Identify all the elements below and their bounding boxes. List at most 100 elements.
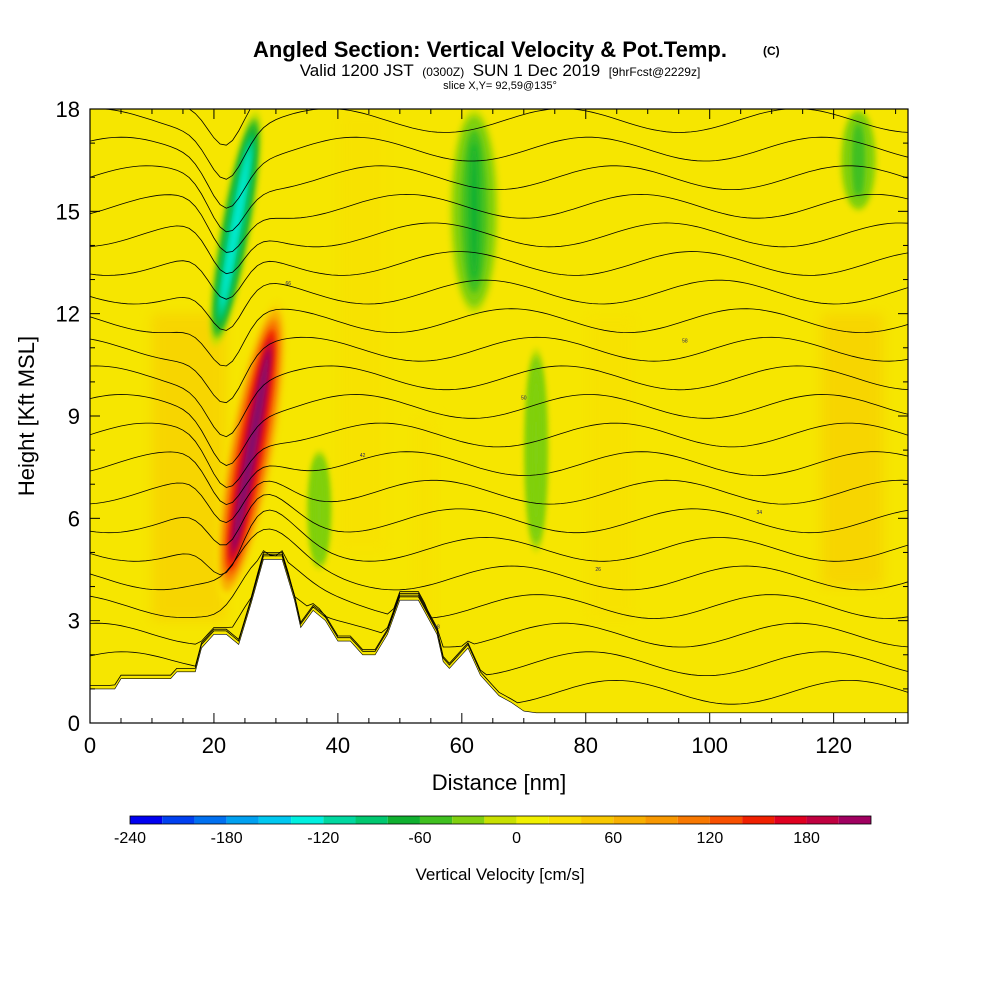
- colorbar-swatch: [516, 816, 549, 824]
- forecast-info: [9hrFcst@2229z]: [609, 65, 701, 79]
- y-tick-label: 0: [68, 711, 80, 736]
- downdraft-core-3: [306, 450, 332, 570]
- contour-label: 26: [595, 567, 601, 573]
- colorbar-swatch: [194, 816, 227, 824]
- isentrope-line: [90, 193, 908, 253]
- colorbar-swatch: [677, 816, 710, 824]
- colorbar-swatch: [130, 816, 163, 824]
- colorbar-swatch: [838, 816, 871, 824]
- colorbar-frame: [129, 815, 872, 825]
- colorbar-swatch: [258, 816, 292, 824]
- colorbar-swatch: [162, 816, 195, 824]
- x-axis: 0 20 40 60 80 100 120: [84, 109, 897, 758]
- colorbar-label: -180: [211, 830, 243, 847]
- colorbar-label: -240: [114, 830, 146, 847]
- colorbar-swatch: [452, 816, 485, 824]
- y-tick-label: 18: [56, 97, 80, 122]
- contour-label: 66: [286, 281, 292, 287]
- isentrope-line: [90, 528, 908, 591]
- terrain: [90, 558, 908, 723]
- chart-slice-info: slice X,Y= 92,59@135°: [443, 80, 557, 92]
- colorbar-swatch: [613, 816, 646, 824]
- contour-label: 18: [434, 624, 440, 630]
- colorbar: -240 -180 -120 -60 0 60 120 180: [114, 815, 872, 847]
- isentrope-line: [188, 109, 251, 146]
- colorbar-title: Vertical Velocity [cm/s]: [415, 865, 584, 884]
- colorbar-swatch: [581, 816, 614, 824]
- valid-utc: (0300Z): [422, 65, 464, 79]
- x-tick-label: 60: [450, 733, 474, 758]
- plot-area: 1018263442505866: [90, 109, 908, 723]
- colorbar-swatch: [709, 816, 743, 824]
- x-tick-label: 0: [84, 733, 96, 758]
- colorbar-swatch: [806, 816, 839, 824]
- downdraft-core-4: [523, 347, 549, 553]
- colorbar-swatch: [645, 816, 678, 824]
- contour-label: 58: [682, 338, 688, 344]
- colorbar-swatch: [419, 816, 453, 824]
- isentrope-line: [90, 451, 908, 506]
- colorbar-swatch: [774, 816, 807, 824]
- isentrope-line: [90, 422, 908, 488]
- y-axis-label: Height [Kft MSL]: [14, 336, 39, 496]
- chart-subtitle-valid: Valid 1200 JST (0300Z) SUN 1 Dec 2019 [9…: [300, 61, 701, 80]
- colorbar-label: 0: [512, 830, 521, 847]
- isentrope-line: [90, 136, 908, 209]
- y-tick-label: 12: [56, 302, 80, 327]
- colorbar-swatch: [226, 816, 259, 824]
- x-tick-label: 80: [574, 733, 598, 758]
- colorbar-swatch: [355, 816, 388, 824]
- x-axis-label: Distance [nm]: [432, 770, 567, 795]
- valid-prefix: Valid 1200 JST: [300, 61, 414, 80]
- valid-date: SUN 1 Dec 2019: [473, 61, 601, 80]
- colorbar-swatch: [742, 816, 775, 824]
- isentrope-line: [90, 555, 908, 705]
- isentrope-line: [90, 394, 908, 466]
- isentrope-line: [90, 222, 908, 275]
- x-tick-label: 20: [202, 733, 226, 758]
- isentrope-line: [90, 494, 908, 546]
- isentrope-line: [90, 553, 908, 676]
- isentrope-line: [90, 336, 908, 404]
- isentrope-line: [90, 308, 908, 367]
- colorbar-swatch: [548, 816, 582, 824]
- colorbar-swatch: [484, 816, 517, 824]
- colorbar-label: -60: [408, 830, 431, 847]
- colorbar-swatch: [291, 816, 324, 824]
- downdraft-core-2: [449, 109, 499, 314]
- field-band-2: [585, 313, 636, 621]
- isentrope-line: [90, 365, 908, 438]
- x-tick-label: 40: [326, 733, 350, 758]
- downdraft-core-1: [209, 110, 262, 346]
- colorbar-swatch: [387, 816, 420, 824]
- y-tick-label: 3: [68, 609, 80, 634]
- colorbar-swatch: [323, 816, 356, 824]
- isentrope-line: [90, 165, 908, 233]
- contour-label: 50: [521, 396, 527, 402]
- y-tick-label: 6: [68, 506, 80, 531]
- colorbar-label: 180: [793, 830, 820, 847]
- colorbar-label: 60: [604, 830, 622, 847]
- y-axis: 0 3 6 9 12 15 18: [56, 97, 908, 736]
- downdraft-core-5: [839, 109, 878, 212]
- isentrope-line: [90, 550, 908, 619]
- isentrope-line: [90, 509, 908, 576]
- chart-title-suffix: (C): [763, 44, 780, 58]
- colorbar-label: -120: [307, 830, 339, 847]
- x-tick-label: 100: [691, 733, 728, 758]
- field-band-1: [337, 109, 388, 553]
- contour-label: 34: [756, 510, 762, 516]
- isentrope-line: [90, 479, 908, 524]
- isentrope-line: [90, 279, 908, 331]
- chart-title: Angled Section: Vertical Velocity & Pot.…: [253, 37, 727, 62]
- isentrope-line: [90, 251, 908, 300]
- field-band-3: [821, 313, 884, 587]
- y-tick-label: 9: [68, 404, 80, 429]
- y-tick-label: 15: [56, 199, 80, 224]
- x-tick-label: 120: [815, 733, 852, 758]
- field-band-0: [151, 313, 227, 621]
- isentrope-line: [90, 552, 908, 648]
- colorbar-label: 120: [697, 830, 724, 847]
- contour-label: 42: [360, 453, 366, 459]
